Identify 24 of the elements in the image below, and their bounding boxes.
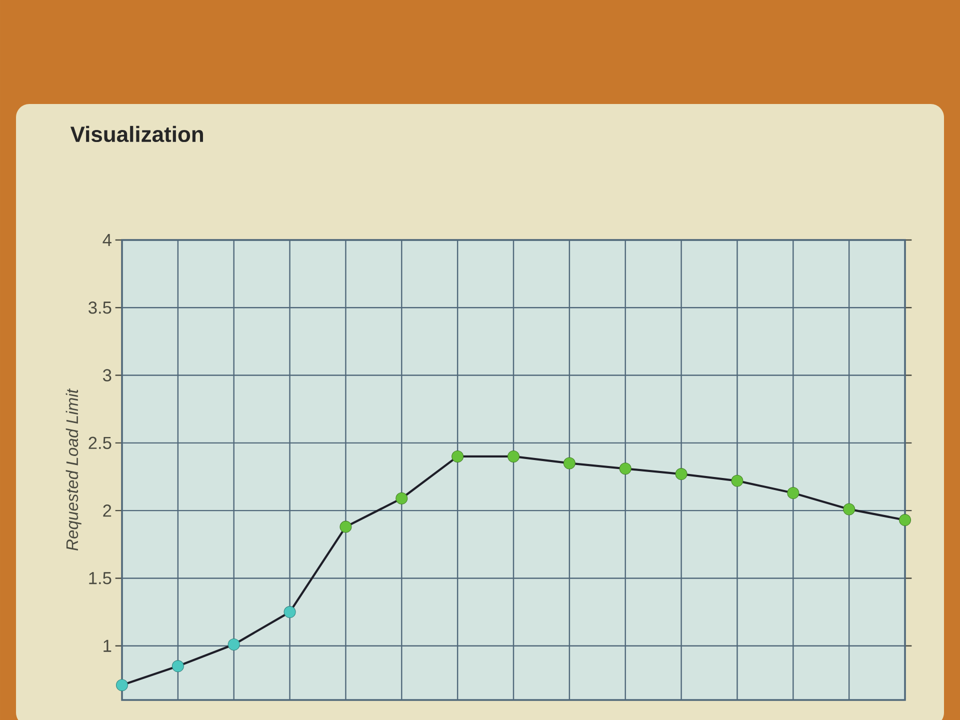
y-tick-label: 3.5 — [88, 301, 112, 314]
y-tick-label: 1 — [104, 640, 112, 652]
y-tick-label: 2 — [103, 504, 112, 517]
point — [787, 486, 800, 499]
y-tick-label: 4 — [102, 234, 112, 246]
point — [340, 520, 352, 533]
point — [563, 457, 576, 470]
y-axis-title: Requested Load Limit — [66, 388, 82, 551]
point — [116, 679, 128, 692]
point — [899, 514, 912, 526]
point — [228, 638, 240, 651]
y-tick-label: 2.5 — [88, 436, 112, 450]
point — [452, 450, 464, 462]
point — [284, 606, 296, 618]
point — [675, 468, 688, 480]
point — [731, 474, 744, 487]
y-tick-label: 1.5 — [89, 572, 112, 584]
point — [843, 503, 856, 516]
chart-title: Visualization — [70, 126, 203, 142]
point — [508, 450, 520, 462]
point — [619, 462, 632, 475]
point — [396, 492, 408, 504]
point — [172, 660, 184, 672]
y-tick-label: 3 — [102, 369, 112, 382]
